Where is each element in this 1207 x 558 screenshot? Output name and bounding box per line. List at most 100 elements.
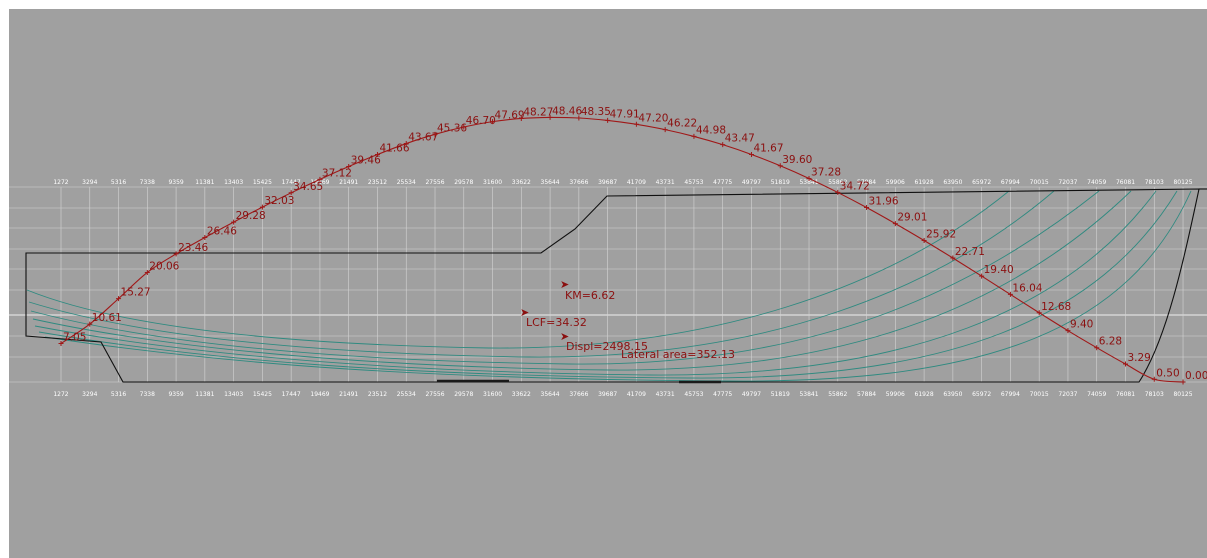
drawing-viewport[interactable]: 1272 3294 5316 7338 9359 11381 13403 15425 17447…	[9, 9, 1207, 558]
station-label-top: 74059	[1087, 179, 1106, 186]
waterline-curve	[38, 190, 1178, 379]
station-label-bottom: 43731	[656, 391, 675, 398]
hull-profile-line	[25, 188, 1200, 383]
displ-marker: ➤	[560, 330, 569, 343]
station-label-bottom: 59906	[886, 391, 905, 398]
sac-value-label: 0.00	[1185, 370, 1207, 382]
station-label-bottom: 51819	[771, 391, 790, 398]
station-label-bottom: 78103	[1145, 391, 1164, 398]
sac-point-marker	[403, 141, 409, 147]
station-label-top: 39687	[598, 179, 617, 186]
station-label-bottom: 72037	[1058, 391, 1077, 398]
sac-value-label: 43.47	[725, 133, 755, 145]
sac-point-marker	[979, 273, 985, 279]
station-label-top: 67994	[1001, 179, 1020, 186]
sac-line	[60, 116, 1184, 383]
sac-value-label: 31.96	[869, 195, 899, 207]
hull-outline	[25, 188, 1207, 384]
station-label-bottom: 45753	[684, 391, 703, 398]
station-ticks-bottom: 1272 3294 5316 7338 9359 11381 13403 15425 17447…	[53, 391, 1192, 398]
sac-value-label: 46.22	[667, 118, 697, 130]
sac-value-label: 6.28	[1099, 336, 1122, 348]
station-label-top: 15425	[253, 179, 272, 186]
sac-point-marker	[605, 117, 611, 123]
station-label-top: 25534	[397, 179, 416, 186]
sac-point-marker	[1122, 361, 1128, 367]
km-label: KM=6.62	[565, 289, 615, 302]
sac-point-marker	[87, 321, 93, 327]
station-label-top: 49797	[742, 179, 761, 186]
keel-thickening	[437, 379, 721, 384]
station-label-top: 19469	[310, 179, 329, 186]
hull-drawing-canvas[interactable]: 1272 3294 5316 7338 9359 11381 13403 15425 17447…	[9, 9, 1207, 558]
sac-value-label: 32.03	[264, 195, 294, 207]
sac-point-marker	[259, 204, 265, 210]
station-label-top: 72037	[1058, 179, 1077, 186]
sac-point-marker	[1094, 345, 1100, 351]
station-label-bottom: 15425	[253, 391, 272, 398]
sac-point-marker	[864, 204, 870, 210]
sac-value-label: 12.68	[1041, 301, 1071, 313]
station-label-bottom: 61928	[915, 391, 934, 398]
sac-point-marker	[317, 176, 323, 182]
sac-point-marker	[691, 133, 697, 139]
station-label-bottom: 65972	[972, 391, 991, 398]
sac-point-marker	[231, 219, 237, 225]
sectional-area-curve: 7.05 10.61 15.27 20.06 23.46 26.46 29.28 32.03 3…	[58, 105, 1207, 385]
station-label-top: 31600	[483, 179, 502, 186]
sac-point-marker	[576, 115, 582, 121]
station-label-bottom: 74059	[1087, 391, 1106, 398]
station-label-bottom: 29578	[454, 391, 473, 398]
station-label-top: 51819	[771, 179, 790, 186]
sac-value-label: 0.50	[1156, 367, 1179, 379]
station-label-top: 29578	[454, 179, 473, 186]
station-label-top: 13403	[224, 179, 243, 186]
sac-value-label: 43.67	[408, 132, 438, 144]
station-label-top: 27556	[425, 179, 444, 186]
sac-value-label: 46.70	[466, 115, 496, 127]
station-label-bottom: 23512	[368, 391, 387, 398]
sac-point-marker	[202, 235, 208, 241]
station-label-top: 11381	[195, 179, 214, 186]
sac-point-marker	[116, 296, 122, 302]
station-label-bottom: 27556	[425, 391, 444, 398]
sac-value-label: 10.61	[92, 312, 122, 324]
station-label-bottom: 41709	[627, 391, 646, 398]
station-label-top: 57884	[857, 179, 876, 186]
waterline-curve	[32, 190, 1132, 371]
sac-point-marker	[346, 164, 352, 170]
sac-value-label: 29.28	[236, 210, 266, 222]
sac-point-marker	[58, 341, 64, 347]
sac-value-label: 45.36	[437, 122, 467, 134]
sac-value-label: 48.35	[581, 106, 611, 118]
sac-point-marker	[720, 142, 726, 148]
station-label-top: 35644	[541, 179, 560, 186]
station-label-bottom: 63950	[943, 391, 962, 398]
station-label-bottom: 3294	[82, 391, 97, 398]
sac-value-label: 47.91	[610, 108, 640, 120]
sac-value-label: 25.92	[926, 228, 956, 240]
km-marker: ➤	[560, 278, 569, 291]
station-label-bottom: 55862	[828, 391, 847, 398]
station-label-top: 33622	[512, 179, 531, 186]
sac-point-marker	[547, 114, 553, 120]
station-label-bottom: 47775	[713, 391, 732, 398]
grid-lines	[9, 186, 1207, 383]
station-label-top: 21491	[339, 179, 358, 186]
sac-value-label: 19.40	[984, 264, 1014, 276]
station-label-bottom: 33622	[512, 391, 531, 398]
displ-label: Displ=2498.15	[566, 340, 648, 353]
station-label-bottom: 11381	[195, 391, 214, 398]
station-ticks-top: 1272 3294 5316 7338 9359 11381 13403 15425 17447…	[53, 179, 1192, 186]
station-label-bottom: 9359	[168, 391, 183, 398]
sac-value-label: 39.60	[782, 154, 812, 166]
sac-value-label: 3.29	[1127, 352, 1150, 364]
sac-value-label: 26.46	[207, 226, 237, 238]
sac-value-label: 34.65	[293, 181, 323, 193]
sac-value-label: 20.06	[149, 260, 179, 272]
sac-point-marker	[518, 115, 524, 121]
station-label-bottom: 35644	[541, 391, 560, 398]
sac-value-label: 44.98	[696, 124, 726, 136]
station-label-bottom: 13403	[224, 391, 243, 398]
sac-value-label: 9.40	[1070, 319, 1093, 331]
